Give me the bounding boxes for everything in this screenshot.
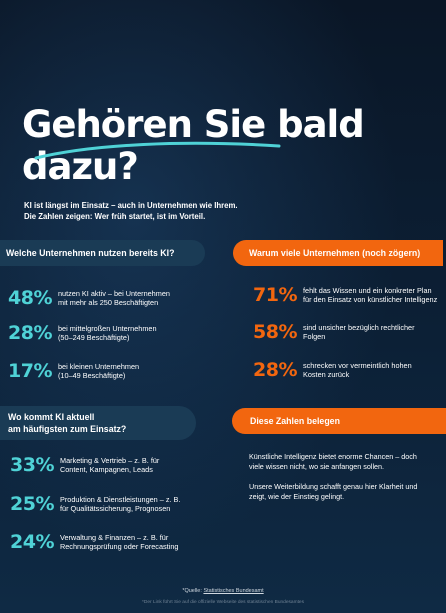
usage-heading: Welche Unternehmen nutzen bereits KI? <box>0 240 205 266</box>
reasons-stat-2-text: sind unsicher bezüglich rechtlicher Folge… <box>302 322 415 342</box>
intro-line2: Die Zahlen zeigen: Wer früh startet, ist… <box>24 212 206 221</box>
reasons-stat-1: 71% fehlt das Wissen und ein konkreter P… <box>253 284 437 306</box>
areas-stat-1: 33% Marketing & Vertrieb – z. B. für Cont… <box>10 454 159 476</box>
reasons-stat-2-pct: 58% <box>253 321 297 343</box>
areas-stat-2-pct: 25% <box>10 493 54 515</box>
source-note: *Quelle: Statistisches Bundesamt <box>182 588 264 594</box>
evidence-paragraph-1: Künstliche Intelligenz bietet enorme Cha… <box>249 452 417 471</box>
intro-line1: KI ist längst im Einsatz – auch in Unter… <box>24 201 238 210</box>
usage-stat-3: 17% bei kleinen Unternehmen (10–49 Beschä… <box>8 360 139 382</box>
intro-text: KI ist längst im Einsatz – auch in Unter… <box>24 200 384 222</box>
areas-stat-3: 24% Verwaltung & Finanzen – z. B. für Rec… <box>10 531 178 553</box>
usage-stat-1-pct: 48% <box>8 287 52 309</box>
usage-stat-1-text: nutzen KI aktiv – bei Unternehmen mit meh… <box>57 288 170 308</box>
reasons-stat-3-pct: 28% <box>253 359 297 381</box>
usage-stat-2-pct: 28% <box>8 322 52 344</box>
areas-heading: Wo kommt KI aktuell am häufigsten zum Ei… <box>0 406 196 440</box>
areas-stat-1-pct: 33% <box>10 454 54 476</box>
usage-stat-1: 48% nutzen KI aktiv – bei Unternehmen mit… <box>8 287 170 309</box>
reasons-heading: Warum viele Unternehmen (noch zögern) <box>233 240 443 266</box>
evidence-heading: Diese Zahlen belegen <box>232 408 446 434</box>
evidence-paragraph-2: Unsere Weiterbildung schafft genau hier … <box>249 482 418 501</box>
areas-stat-1-text: Marketing & Vertrieb – z. B. für Content,… <box>59 455 160 475</box>
areas-stat-3-pct: 24% <box>10 531 54 553</box>
reasons-stat-3-text: schrecken vor vermeintlich hohen Kosten z… <box>302 360 412 380</box>
areas-stat-2: 25% Produktion & Dienstleistungen – z. B… <box>10 493 180 515</box>
areas-heading-line1: Wo kommt KI aktuell <box>8 412 95 422</box>
usage-stat-3-pct: 17% <box>8 360 52 382</box>
reasons-stat-1-pct: 71% <box>253 284 297 306</box>
footnote: *Der Link führt Sie auf die offizielle W… <box>142 600 304 605</box>
reasons-stat-1-text: fehlt das Wissen und ein konkreter Plan f… <box>302 285 438 305</box>
reasons-stat-2: 58% sind unsicher bezüglich rechtlicher F… <box>253 321 415 343</box>
areas-stat-3-text: Verwaltung & Finanzen – z. B. für Rechnun… <box>59 532 179 552</box>
areas-stat-2-text: Produktion & Dienstleistungen – z. B. für… <box>59 494 181 514</box>
areas-heading-line2: am häufigsten zum Einsatz? <box>8 424 127 434</box>
hero-title-line2: dazu? <box>22 145 139 188</box>
swoosh-underline-icon <box>34 141 281 160</box>
hero-title-line1: Gehören Sie bald <box>22 103 365 146</box>
source-link[interactable]: Statistisches Bundesamt <box>203 588 264 594</box>
usage-stat-2-text: bei mittelgroßen Unternehmen (50–249 Besc… <box>57 323 157 343</box>
usage-stat-3-text: bei kleinen Unternehmen (10–49 Beschäftig… <box>57 361 140 381</box>
usage-stat-2: 28% bei mittelgroßen Unternehmen (50–249 … <box>8 322 157 344</box>
hero-title: Gehören Sie bald dazu? <box>22 104 422 188</box>
reasons-stat-3: 28% schrecken vor vermeintlich hohen Kost… <box>253 359 412 381</box>
